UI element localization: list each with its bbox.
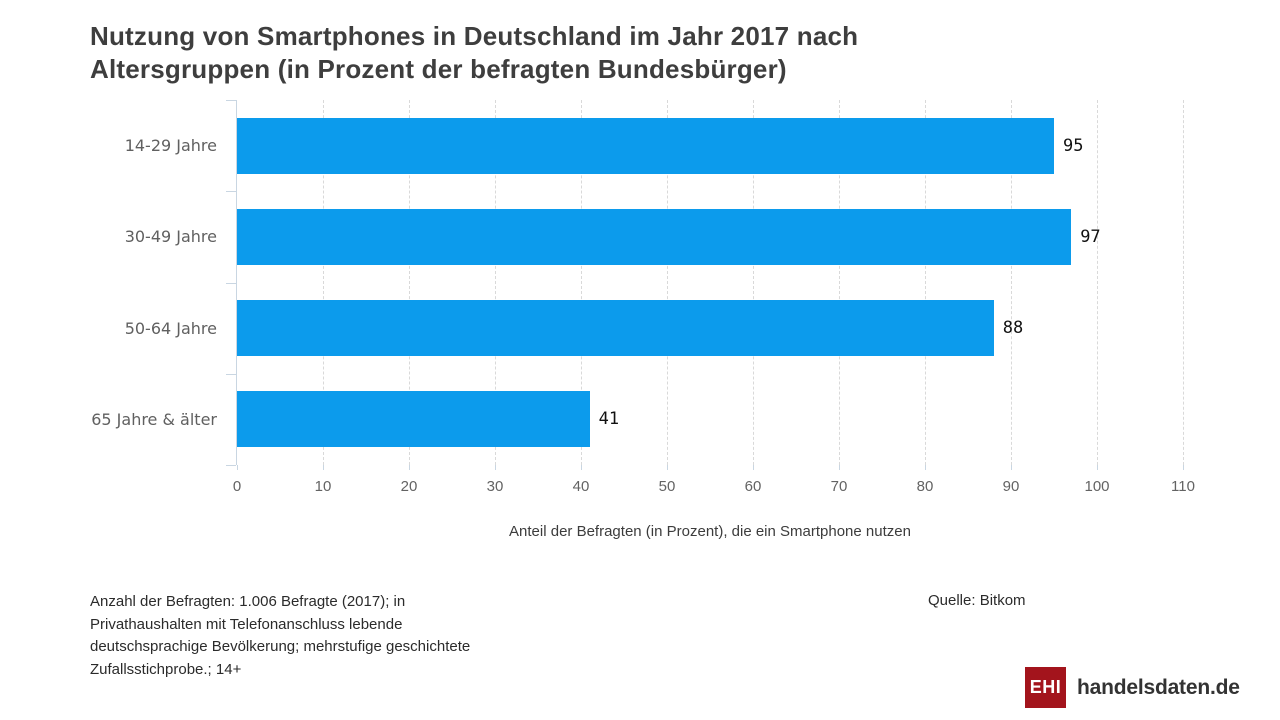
y-axis-line <box>236 100 237 465</box>
x-tick-mark <box>581 465 582 470</box>
x-tick-label: 110 <box>1171 478 1195 495</box>
footnote-line: Zufallsstichprobe.; 14+ <box>90 660 242 678</box>
category-label: 50-64 Jahre <box>124 318 217 338</box>
gridline <box>323 100 324 465</box>
gridline <box>409 100 410 465</box>
y-tick-mark <box>226 100 236 101</box>
gridline <box>839 100 840 465</box>
x-tick-label: 40 <box>572 478 590 495</box>
x-tick-label: 20 <box>400 478 418 495</box>
x-tick-label: 10 <box>314 478 332 495</box>
x-tick-mark <box>839 465 840 470</box>
x-tick-label: 50 <box>658 478 676 495</box>
category-label: 30-49 Jahre <box>124 227 217 247</box>
brand-logo: EHI handelsdaten.de <box>1025 667 1240 708</box>
gridline <box>1011 100 1012 465</box>
x-tick-mark <box>409 465 410 470</box>
x-tick-mark <box>925 465 926 470</box>
value-label: 97 <box>1080 226 1101 247</box>
x-tick-mark <box>667 465 668 470</box>
x-tick-label: 70 <box>830 478 848 495</box>
category-label: 14-29 Jahre <box>124 136 217 156</box>
x-tick-mark <box>1097 465 1098 470</box>
category-label: 65 Jahre & älter <box>91 409 217 429</box>
gridline <box>753 100 754 465</box>
brand-logo-text: handelsdaten.de <box>1077 675 1240 699</box>
footnote: Anzahl der Befragten: 1.006 Befragte (20… <box>90 591 510 681</box>
bar-50-64 Jahre <box>237 300 994 357</box>
x-tick-label: 90 <box>1002 478 1020 495</box>
bar-65 Jahre & älter <box>237 391 590 448</box>
footnote-line: deutschsprachige Bevölkerung; mehrstufig… <box>90 638 471 655</box>
value-label: 41 <box>598 409 620 430</box>
ehi-logo-badge: EHI <box>1025 667 1066 708</box>
x-axis-title: Anteil der Befragten (in Prozent), die e… <box>509 523 911 540</box>
gridline <box>581 100 582 465</box>
x-tick-mark <box>237 465 238 470</box>
value-label: 88 <box>1002 318 1024 339</box>
gridline <box>495 100 496 465</box>
value-label: 95 <box>1063 135 1084 156</box>
gridline <box>1183 100 1184 465</box>
bar-14-29 Jahre <box>237 117 1054 174</box>
x-tick-mark <box>323 465 324 470</box>
gridline <box>1097 100 1098 465</box>
x-tick-mark <box>495 465 496 470</box>
x-tick-mark <box>1183 465 1184 470</box>
footnote-line: Privathaushalten mit Telefonanschluss le… <box>90 615 403 633</box>
bar-30-49 Jahre <box>237 208 1072 265</box>
x-tick-label: 0 <box>232 478 242 495</box>
source-label: Quelle: Bitkom <box>928 592 1026 609</box>
x-tick-label: 30 <box>486 478 504 495</box>
gridline <box>925 100 926 465</box>
y-tick-mark <box>226 191 236 193</box>
gridline <box>667 100 668 465</box>
x-tick-mark <box>753 465 754 470</box>
footnote-line: Anzahl der Befragten: 1.006 Befragte (20… <box>90 593 406 610</box>
y-tick-mark <box>226 282 236 284</box>
chart-title: Nutzung von Smartphones in Deutschland i… <box>90 21 859 84</box>
x-tick-label: 100 <box>1084 478 1110 495</box>
y-tick-mark <box>226 373 236 375</box>
y-tick-mark <box>226 465 236 466</box>
x-tick-label: 80 <box>916 478 934 495</box>
plot-area: 95 97 88 41 <box>226 100 1184 470</box>
x-tick-label: 60 <box>744 478 762 495</box>
x-tick-mark <box>1011 465 1012 470</box>
